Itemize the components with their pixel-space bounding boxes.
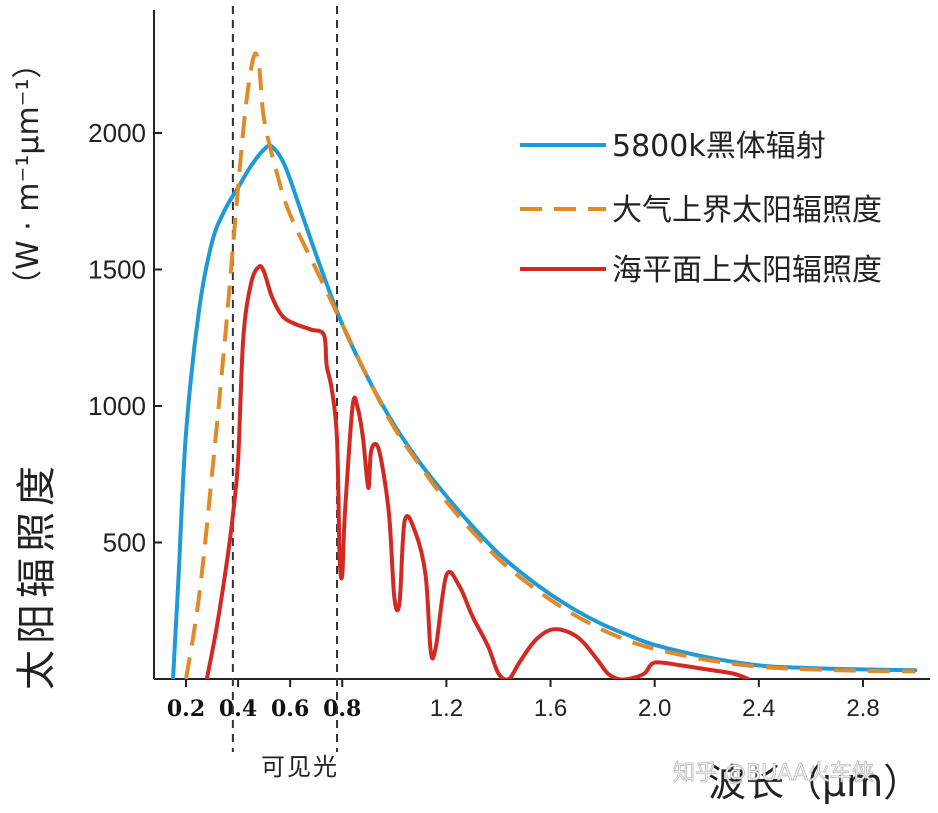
y-axis-unit: （W · m⁻¹μm⁻¹） [11, 48, 46, 300]
x-tick-label: 0.4 [219, 696, 257, 722]
series-line-sea-level-line [204, 264, 751, 679]
legend-label-top-of-atmosphere: 大气上界太阳辐照度 [612, 193, 882, 228]
x-axis-ticks: 0.2 0.4 0.6 0.8 1.2 1.6 2.0 2.4 2.8 [167, 679, 880, 722]
x-tick-label: 2.0 [638, 695, 671, 722]
y-axis-ticks: 500 1000 1500 2000 [88, 118, 162, 558]
y-tick-label: 2000 [88, 118, 146, 148]
y-tick-label: 1500 [88, 255, 146, 285]
visible-light-label: 可见光 [261, 753, 339, 781]
chart-axes [153, 10, 930, 680]
y-tick-label: 1000 [88, 391, 146, 421]
x-tick-label: 1.2 [430, 695, 463, 722]
visible-light-band [231, 6, 339, 752]
series-lines [171, 51, 918, 679]
legend-label-sea-level: 海平面上太阳辐照度 [612, 253, 882, 288]
x-tick-label: 0.6 [271, 696, 309, 722]
y-axis-label: 太阳辐照度 [14, 460, 60, 690]
x-tick-label: 1.6 [534, 695, 567, 722]
y-tick-label: 500 [103, 528, 146, 558]
watermark: 知乎 @BUAA火车侠 [673, 761, 874, 786]
x-axis-label: 波长（μm） [708, 761, 921, 805]
x-tick-label: 2.8 [846, 695, 879, 722]
x-tick-label: 2.4 [742, 695, 775, 722]
x-tick-label: 0.8 [323, 696, 361, 722]
x-tick-label: 0.2 [167, 696, 205, 722]
legend-label-blackbody: 5800k黑体辐射 [612, 129, 826, 164]
